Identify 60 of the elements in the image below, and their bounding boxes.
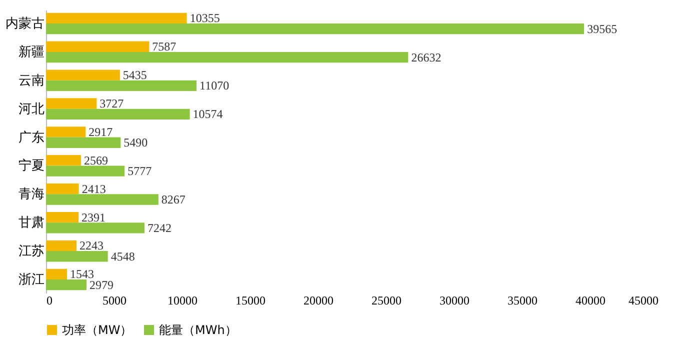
x-tick-label: 5000 xyxy=(102,294,126,308)
y-tick-label: 江苏 xyxy=(18,244,44,260)
y-tick-label: 浙江 xyxy=(18,272,44,288)
y-tick-label: 内蒙古 xyxy=(6,16,44,32)
data-label: 5435 xyxy=(122,68,147,82)
data-label: 7587 xyxy=(152,40,176,54)
bar xyxy=(46,137,121,148)
bar xyxy=(46,12,187,24)
bar xyxy=(46,194,158,205)
y-tick-label: 新疆 xyxy=(18,44,44,60)
y-tick-label: 青海 xyxy=(18,187,44,202)
x-tick-label: 20000 xyxy=(304,294,334,308)
data-label: 39565 xyxy=(587,22,618,36)
data-label: 4548 xyxy=(110,249,135,264)
data-label: 7242 xyxy=(147,220,172,235)
y-tick-label: 河北 xyxy=(18,102,44,117)
y-tick-label: 广东 xyxy=(18,130,44,146)
data-label: 5490 xyxy=(124,136,148,150)
bar xyxy=(46,126,86,138)
bar xyxy=(46,212,79,223)
data-label: 11070 xyxy=(200,78,230,93)
bar xyxy=(46,166,125,176)
data-label: 2413 xyxy=(82,182,106,196)
legend-label: 功率（MW） xyxy=(62,323,132,337)
bar xyxy=(46,183,79,194)
x-tick-label: 25000 xyxy=(372,294,402,308)
bar xyxy=(46,24,584,34)
bar xyxy=(46,108,190,120)
bar xyxy=(46,41,150,52)
bar xyxy=(46,70,120,80)
data-label: 2917 xyxy=(88,124,113,139)
data-label: 26632 xyxy=(411,50,442,64)
y-tick-label: 甘肃 xyxy=(18,216,44,231)
data-label: 2391 xyxy=(82,210,106,224)
legend-label: 能量（MWh） xyxy=(159,323,237,337)
data-label: 2243 xyxy=(80,238,104,253)
data-label: 3727 xyxy=(100,96,124,111)
y-tick-label: 云南 xyxy=(18,73,44,88)
y-tick-label: 宁夏 xyxy=(18,158,44,174)
data-label: 8267 xyxy=(161,192,186,206)
data-label: 2569 xyxy=(84,153,108,168)
x-tick-label: 30000 xyxy=(440,294,470,308)
x-tick-label: 10000 xyxy=(168,294,198,308)
bar xyxy=(46,240,77,252)
bar xyxy=(46,52,408,63)
data-label: 10574 xyxy=(192,107,223,122)
x-tick-label: 15000 xyxy=(236,294,266,308)
bar xyxy=(46,222,144,234)
x-tick-label: 0 xyxy=(46,294,52,308)
bar xyxy=(46,279,87,290)
bar xyxy=(46,155,81,166)
data-label: 5777 xyxy=(128,164,152,178)
x-tick-label: 45000 xyxy=(628,294,658,308)
bar xyxy=(46,98,97,109)
data-label: 10355 xyxy=(190,11,220,26)
bar xyxy=(46,251,108,262)
x-tick-label: 40000 xyxy=(576,294,606,308)
x-tick-label: 35000 xyxy=(508,294,538,308)
bar xyxy=(46,268,67,280)
bar xyxy=(46,80,197,92)
